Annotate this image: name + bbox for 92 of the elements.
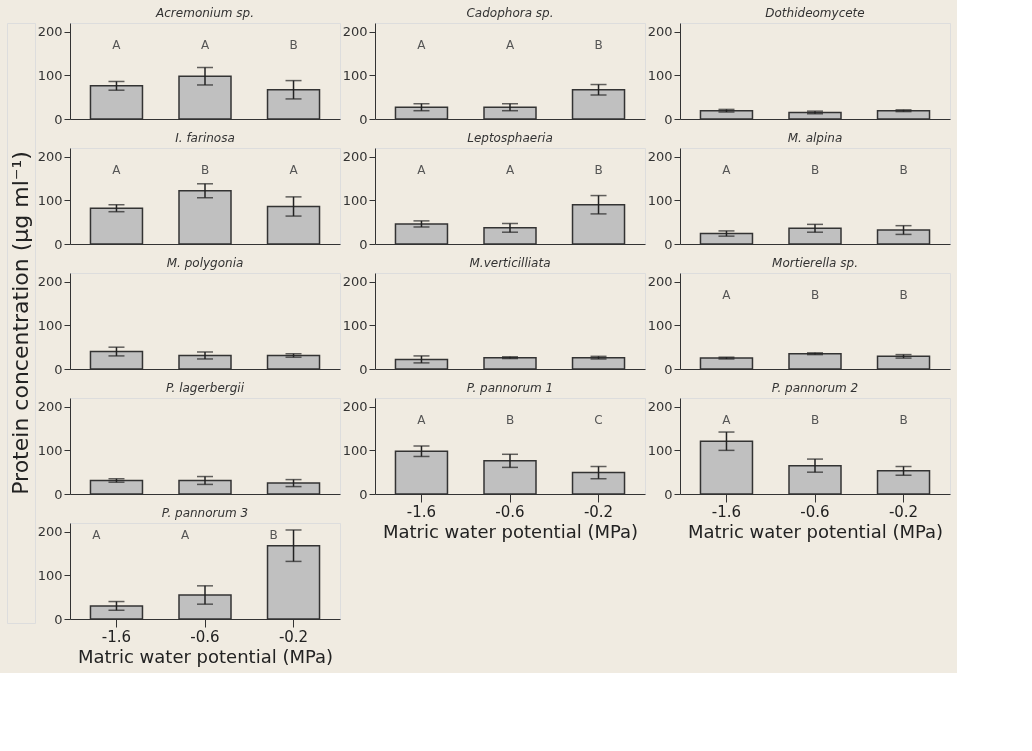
y-tick-label: 100 [342, 192, 368, 208]
chart-title: P. pannorum 1 [466, 381, 554, 395]
annotation: B [899, 163, 908, 177]
y-tick-label: 0 [54, 236, 63, 252]
chart-title: Leptosphaeria [467, 131, 553, 145]
y-axis-title: Protein concentration (µg ml⁻¹) [8, 151, 33, 495]
y-tick-label: 0 [664, 361, 673, 377]
y-tick-label: 0 [664, 236, 673, 252]
annotation: A [722, 413, 732, 427]
y-tick-label: 100 [37, 67, 63, 83]
y-tick-label: 0 [664, 486, 673, 502]
y-tick-label: 100 [342, 317, 368, 333]
annotation: A [417, 413, 427, 427]
chart-title: Dothideomycete [765, 6, 865, 20]
y-tick-label: 200 [342, 274, 368, 290]
x-axis-title: Matric water potential (MPa) [382, 520, 639, 542]
annotation: B [899, 413, 908, 427]
y-tick-label: 200 [37, 399, 63, 415]
y-tick-label: 100 [647, 442, 673, 458]
x-tick-label: -0.6 [190, 627, 220, 646]
x-tick-label: -0.2 [888, 502, 919, 521]
x-tick-label: -0.2 [278, 627, 309, 646]
annotation: A [505, 38, 515, 52]
y-tick-label: 0 [54, 611, 63, 627]
y-tick-label: 0 [54, 486, 63, 502]
annotation: B [810, 413, 820, 427]
annotation: C [594, 413, 603, 427]
annotation: B [269, 528, 278, 542]
annotation: A [289, 163, 299, 177]
y-tick-label: 0 [359, 111, 368, 127]
y-tick-label: 100 [647, 67, 673, 83]
annotation: B [594, 38, 603, 52]
x-axis-title: Matric water potential (MPa) [77, 645, 334, 667]
y-tick-label: 0 [359, 486, 368, 502]
y-tick-label: 200 [342, 149, 368, 165]
y-tick-label: 0 [54, 111, 63, 127]
y-tick-label: 200 [37, 274, 63, 290]
annotation: A [92, 528, 102, 542]
annotation: A [200, 38, 210, 52]
annotation: A [417, 163, 427, 177]
y-tick-label: 100 [342, 67, 368, 83]
y-tick-label: 200 [647, 399, 673, 415]
annotation: B [505, 413, 515, 427]
chart-title: M. alpina [787, 131, 843, 145]
x-tick-label: -1.6 [406, 502, 437, 521]
annotation: A [722, 163, 732, 177]
y-tick-label: 0 [359, 361, 368, 377]
annotation: A [180, 528, 190, 542]
y-tick-label: 200 [647, 149, 673, 165]
annotation: A [722, 288, 732, 302]
y-tick-label: 0 [359, 236, 368, 252]
annotation: A [112, 38, 122, 52]
y-tick-label: 0 [54, 361, 63, 377]
x-tick-label: -1.6 [711, 502, 742, 521]
chart-title: Cadophora sp. [466, 6, 554, 20]
y-tick-label: 100 [647, 317, 673, 333]
y-tick-label: 100 [342, 442, 368, 458]
chart-title: P. lagerbergii [165, 381, 245, 395]
y-tick-label: 200 [37, 524, 63, 540]
y-tick-label: 0 [664, 111, 673, 127]
annotation: B [594, 163, 603, 177]
x-tick-label: -0.6 [800, 502, 830, 521]
chart-title: M.verticilliata [469, 256, 551, 270]
annotation: A [505, 163, 515, 177]
x-tick-label: -1.6 [101, 627, 132, 646]
y-tick-label: 200 [647, 24, 673, 40]
y-tick-label: 100 [37, 317, 63, 333]
x-tick-label: -0.2 [583, 502, 614, 521]
chart-title: M. polygonia [166, 256, 244, 270]
chart-title: Acremonium sp. [155, 6, 254, 20]
annotation: B [899, 288, 908, 302]
annotation: A [112, 163, 122, 177]
annotation: B [810, 288, 820, 302]
y-tick-label: 200 [37, 24, 63, 40]
y-tick-label: 100 [647, 192, 673, 208]
annotation: B [200, 163, 210, 177]
x-axis-title: Matric water potential (MPa) [687, 520, 944, 542]
y-tick-label: 200 [647, 274, 673, 290]
y-tick-label: 100 [37, 442, 63, 458]
chart-title: I. farinosa [175, 131, 235, 145]
chart-title: Mortierella sp. [772, 256, 858, 270]
y-tick-label: 200 [342, 24, 368, 40]
annotation: B [289, 38, 298, 52]
chart-title: P. pannorum 3 [161, 506, 249, 520]
x-tick-label: -0.6 [495, 502, 525, 521]
y-tick-label: 200 [342, 399, 368, 415]
y-tick-label: 100 [37, 567, 63, 583]
chart-title: P. pannorum 2 [771, 381, 859, 395]
y-tick-label: 100 [37, 192, 63, 208]
annotation: B [810, 163, 820, 177]
annotation: A [417, 38, 427, 52]
y-tick-label: 200 [37, 149, 63, 165]
